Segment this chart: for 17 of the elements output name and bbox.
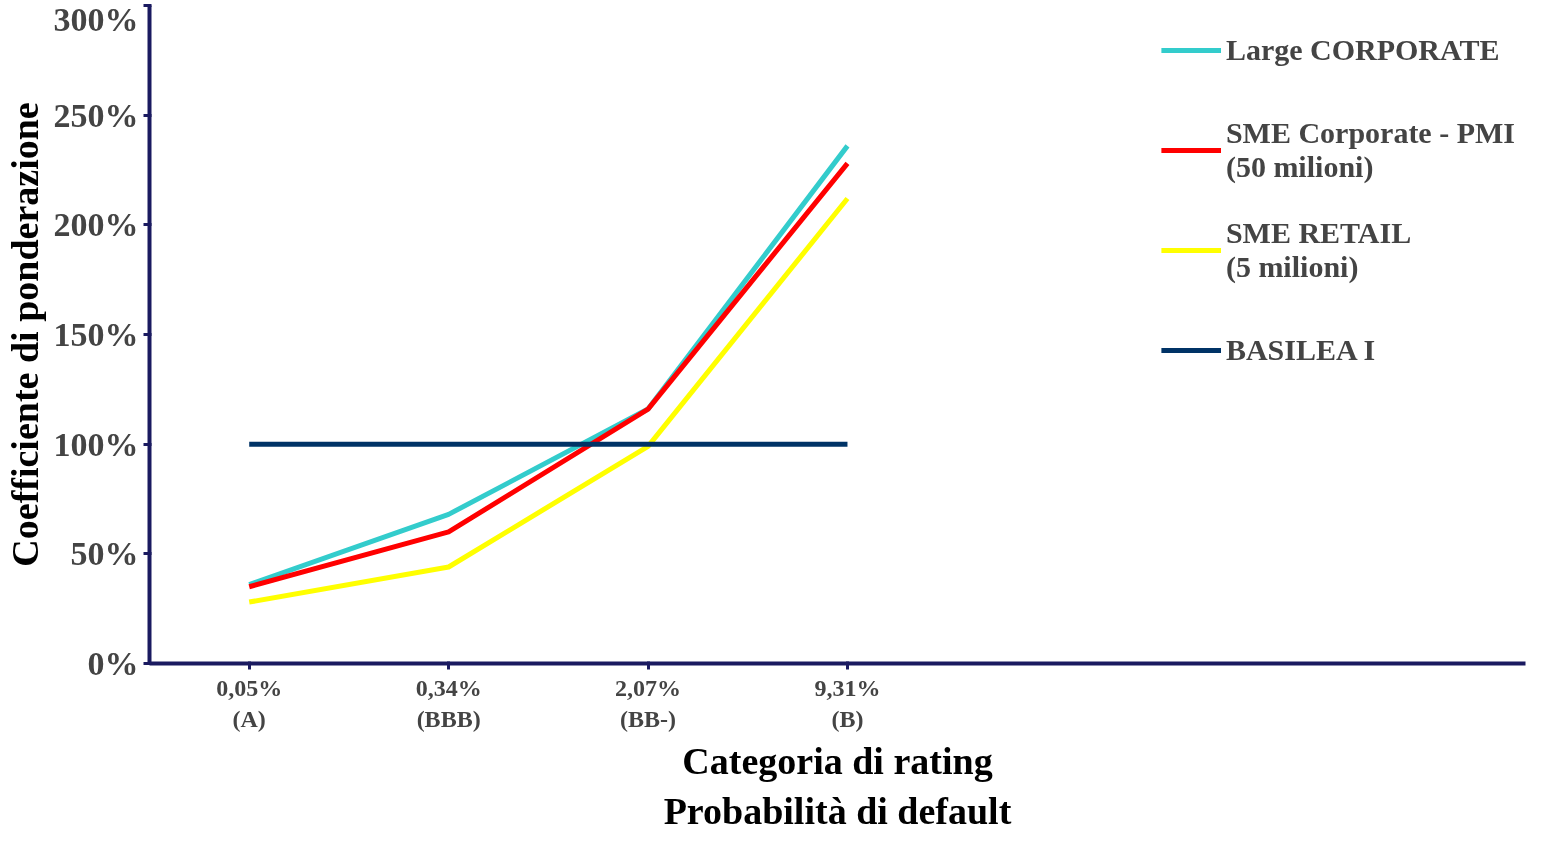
- x-axis-title: Categoria di rating Probabilità di default: [663, 739, 1012, 833]
- x-tick-label: 9,31% (B): [814, 674, 881, 732]
- y-tick-label: 100%: [53, 425, 139, 463]
- y-tick-label: 250%: [53, 96, 139, 134]
- x-tick-label: 0,34% (BBB): [415, 674, 482, 732]
- x-tick-label: 2,07% (BB-): [615, 674, 682, 732]
- x-tick-label: 0,05% (A): [216, 674, 283, 732]
- y-tick-label: 50%: [70, 535, 139, 573]
- y-tick-label: 150%: [53, 316, 139, 353]
- y-tick-label: 0%: [87, 645, 139, 682]
- legend-label: SME Corporate - PMI (50 milioni): [1225, 115, 1515, 185]
- y-tick-label: 200%: [53, 206, 139, 244]
- legend-label: Large CORPORATE: [1225, 32, 1500, 68]
- y-tick-label: 300%: [53, 0, 139, 38]
- legend-label: BASILEA I: [1225, 332, 1376, 368]
- legend-label: SME RETAIL (5 milioni): [1225, 215, 1412, 285]
- y-axis-title: Coefficiente di ponderazione: [3, 102, 46, 567]
